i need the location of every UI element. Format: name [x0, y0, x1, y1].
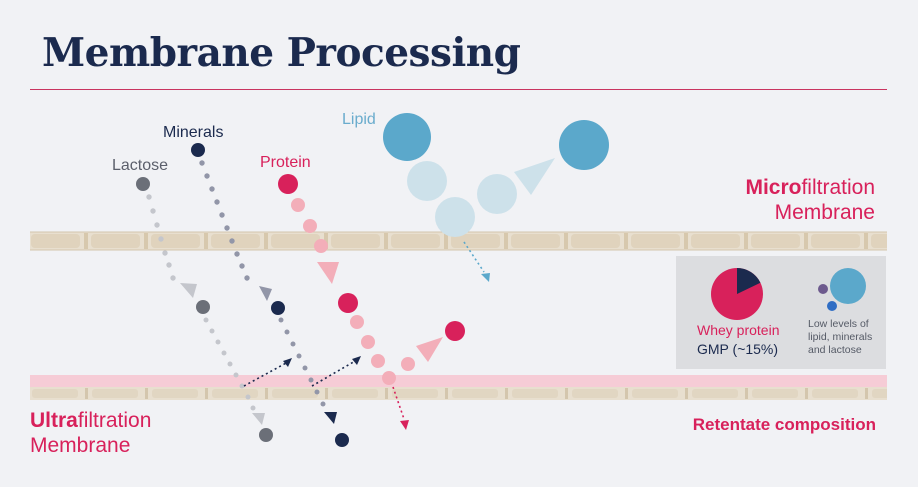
retentate-composition-heading: Retentate composition [692, 415, 876, 434]
microfiltration-prefix: Micro [745, 176, 802, 199]
ultrafiltration-line2: Membrane [30, 434, 131, 458]
minerals-molecule-top [191, 143, 205, 157]
lactose-reflection-arrow [243, 358, 292, 387]
protein-molecule-mid [338, 293, 358, 313]
title-divider [30, 89, 887, 90]
microfiltration-line2: Membrane [774, 201, 875, 225]
lactose-molecule-top [136, 177, 150, 191]
lipid-molecule-top [383, 113, 431, 161]
lactose-label: Lactose [112, 157, 169, 174]
ultrafiltration-label: Ultrafiltration Membrane [30, 408, 151, 458]
page-title: Membrane Processing [42, 30, 521, 76]
lipid-path [407, 158, 555, 237]
ultrafiltration-suffix: filtration [77, 409, 152, 432]
whey-protein-label: Whey protein [697, 322, 780, 338]
protein-permeate-arrow [392, 386, 409, 430]
minerals-molecule-mid [271, 301, 285, 315]
protein-molecule-retained [445, 321, 465, 341]
ultrafiltration-membrane [30, 375, 887, 400]
lactose-molecule-bottom [259, 428, 273, 442]
lipid-label: Lipid [342, 111, 376, 128]
minerals-label: Minerals [163, 124, 224, 141]
protein-label: Protein [260, 154, 311, 171]
minerals-arrow-head [259, 286, 272, 301]
lactose-arrow-head [180, 283, 197, 298]
lactose-path [146, 194, 256, 411]
low-levels-label: Low levels of lipid, minerals and lactos… [808, 318, 873, 357]
protein-path [291, 198, 443, 385]
lactose-molecule-mid [196, 300, 210, 314]
lipid-molecule-retained [559, 120, 609, 170]
microfiltration-label: Microfiltration Membrane [745, 175, 875, 225]
minerals-path [199, 160, 326, 407]
gmp-label: GMP (~15%) [697, 341, 779, 357]
lipid-permeate-arrow [463, 241, 490, 282]
minerals-molecule-bottom [335, 433, 349, 447]
minerals-permeate-arrow-head [324, 412, 337, 424]
ultrafiltration-prefix: Ultra [30, 409, 78, 432]
lactose-permeate-arrow-head [252, 413, 265, 425]
microfiltration-suffix: filtration [801, 176, 875, 199]
minerals-reflection-arrow [311, 356, 361, 387]
protein-molecule-top [278, 174, 298, 194]
